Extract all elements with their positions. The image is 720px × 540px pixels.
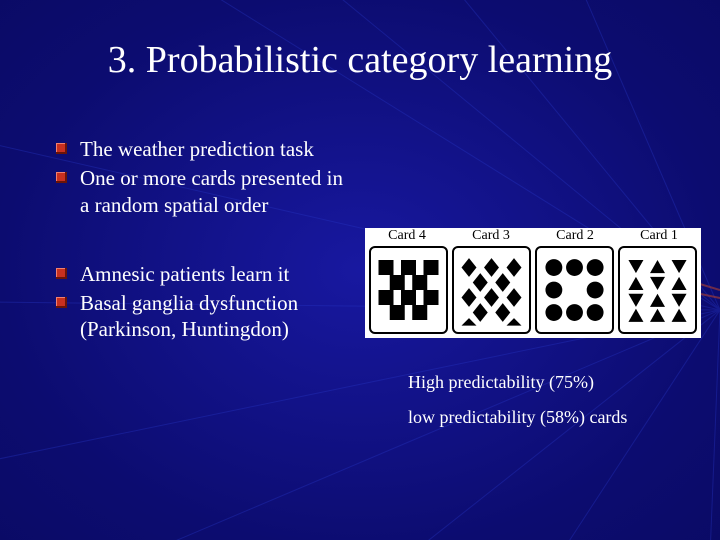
card-4-squares: [369, 246, 448, 334]
card-label: Card 4: [365, 228, 449, 246]
caption-line: low predictability (58%) cards: [408, 407, 627, 428]
triangles-icon: [620, 248, 695, 332]
card-label: Card 2: [533, 228, 617, 246]
bullet-icon: [56, 143, 67, 154]
card-labels-row: Card 4 Card 3 Card 2 Card 1: [365, 228, 701, 246]
card-label: Card 1: [617, 228, 701, 246]
circles-icon: [537, 248, 612, 332]
slide-title: 3. Probabilistic category learning: [0, 38, 720, 82]
bullet-icon: [56, 172, 67, 183]
list-item: Basal ganglia dysfunction (Parkinson, Hu…: [56, 290, 356, 344]
bullet-list: The weather prediction task One or more …: [56, 136, 356, 345]
caption-line: High predictability (75%): [408, 372, 627, 393]
cards-figure: Card 4 Card 3 Card 2 Card 1: [365, 228, 701, 338]
list-item: The weather prediction task: [56, 136, 356, 163]
card-3-diamonds: [452, 246, 531, 334]
bullet-text: Amnesic patients learn it: [80, 262, 289, 286]
card-row: [365, 246, 701, 338]
figure-captions: High predictability (75%) low predictabi…: [408, 372, 627, 442]
card-1-triangles: [618, 246, 697, 334]
list-item: One or more cards presented in a random …: [56, 165, 356, 219]
bullet-text: Basal ganglia dysfunction (Parkinson, Hu…: [80, 291, 298, 342]
diamonds-icon: [454, 248, 529, 332]
card-2-circles: [535, 246, 614, 334]
bullet-icon: [56, 297, 67, 308]
card-label: Card 3: [449, 228, 533, 246]
list-item: Amnesic patients learn it: [56, 261, 356, 288]
bullet-icon: [56, 268, 67, 279]
squares-icon: [371, 248, 446, 332]
bullet-text: The weather prediction task: [80, 137, 314, 161]
bullet-text: One or more cards presented in a random …: [80, 166, 343, 217]
